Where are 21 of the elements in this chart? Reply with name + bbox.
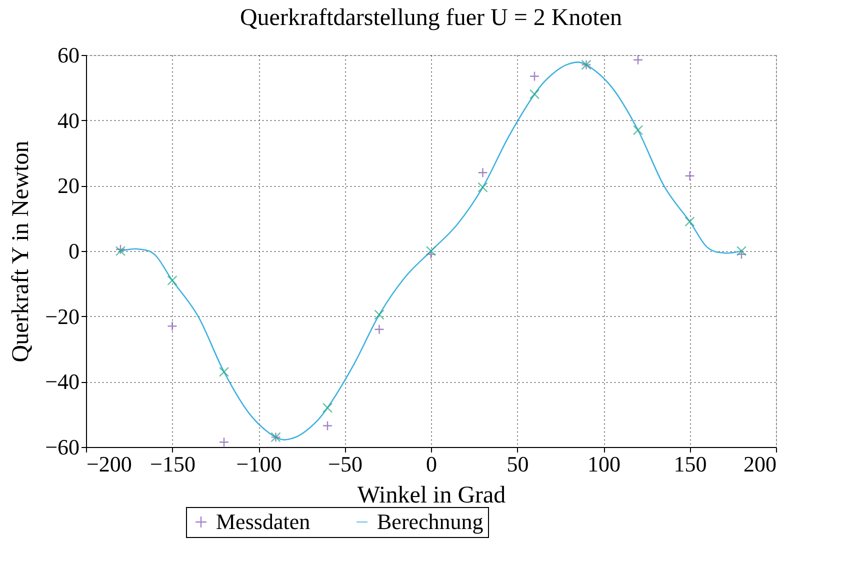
y-tick-label: −60 xyxy=(45,434,80,460)
x-tick-label: −200 xyxy=(86,452,132,476)
y-tick-label: −40 xyxy=(45,369,80,394)
x-tick-label: 0 xyxy=(426,452,437,476)
y-tick-label: 20 xyxy=(58,173,80,198)
y-tick-label: −20 xyxy=(45,304,80,329)
x-tick-label: −50 xyxy=(328,452,362,476)
legend-label: Berechnung xyxy=(377,509,484,534)
legend-label: Messdaten xyxy=(216,509,310,534)
y-tick-label: 40 xyxy=(58,108,80,133)
x-tick-label: 50 xyxy=(506,452,529,476)
y-tick-label: 60 xyxy=(58,42,80,68)
chart-title: Querkraftdarstellung fuer U = 2 Knoten xyxy=(240,5,622,31)
x-tick-label: 150 xyxy=(674,452,707,476)
x-tick-label: −150 xyxy=(150,452,196,476)
y-axis-title: Querkraft Y in Newton xyxy=(8,140,34,362)
x-tick-label: 100 xyxy=(588,452,620,476)
x-axis-title: Winkel in Grad xyxy=(357,482,506,508)
y-tick-label: 0 xyxy=(68,238,80,264)
x-tick-label: 200 xyxy=(744,452,776,476)
x-tick-label: −100 xyxy=(236,452,282,476)
